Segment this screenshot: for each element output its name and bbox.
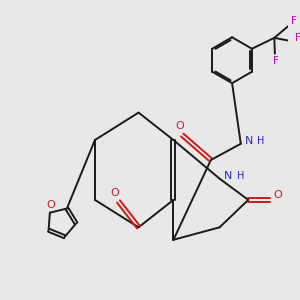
Text: O: O	[46, 200, 55, 210]
Text: F: F	[273, 56, 279, 66]
Text: F: F	[292, 16, 297, 26]
Text: H: H	[257, 136, 265, 146]
Text: N: N	[224, 171, 232, 181]
Text: O: O	[274, 190, 282, 200]
Text: O: O	[111, 188, 119, 199]
Text: H: H	[237, 171, 244, 182]
Text: O: O	[175, 122, 184, 131]
Text: N: N	[245, 136, 254, 146]
Text: F: F	[296, 33, 300, 43]
